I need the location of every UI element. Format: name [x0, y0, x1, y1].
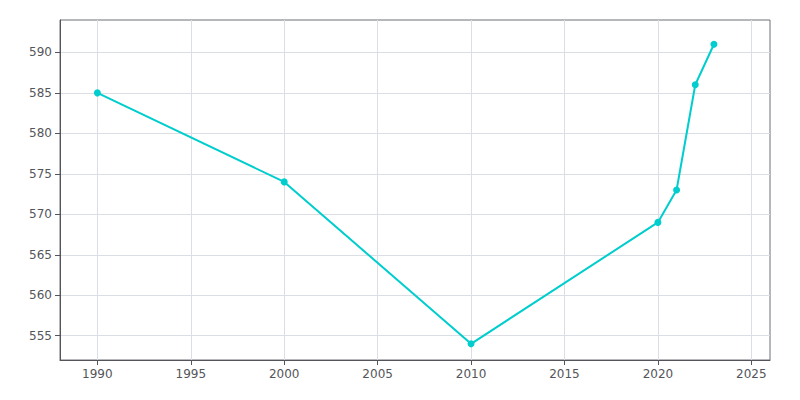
svg-text:1990: 1990	[82, 367, 113, 381]
svg-text:2020: 2020	[643, 367, 674, 381]
svg-text:580: 580	[29, 126, 52, 140]
svg-text:1995: 1995	[176, 367, 207, 381]
svg-text:2010: 2010	[456, 367, 487, 381]
svg-text:555: 555	[29, 329, 52, 343]
svg-text:560: 560	[29, 288, 52, 302]
svg-text:2000: 2000	[269, 367, 300, 381]
svg-text:585: 585	[29, 86, 52, 100]
svg-text:575: 575	[29, 167, 52, 181]
svg-text:2005: 2005	[362, 367, 393, 381]
svg-text:2025: 2025	[736, 367, 767, 381]
svg-text:570: 570	[29, 207, 52, 221]
svg-text:590: 590	[29, 45, 52, 59]
svg-text:2015: 2015	[549, 367, 580, 381]
svg-text:565: 565	[29, 248, 52, 262]
